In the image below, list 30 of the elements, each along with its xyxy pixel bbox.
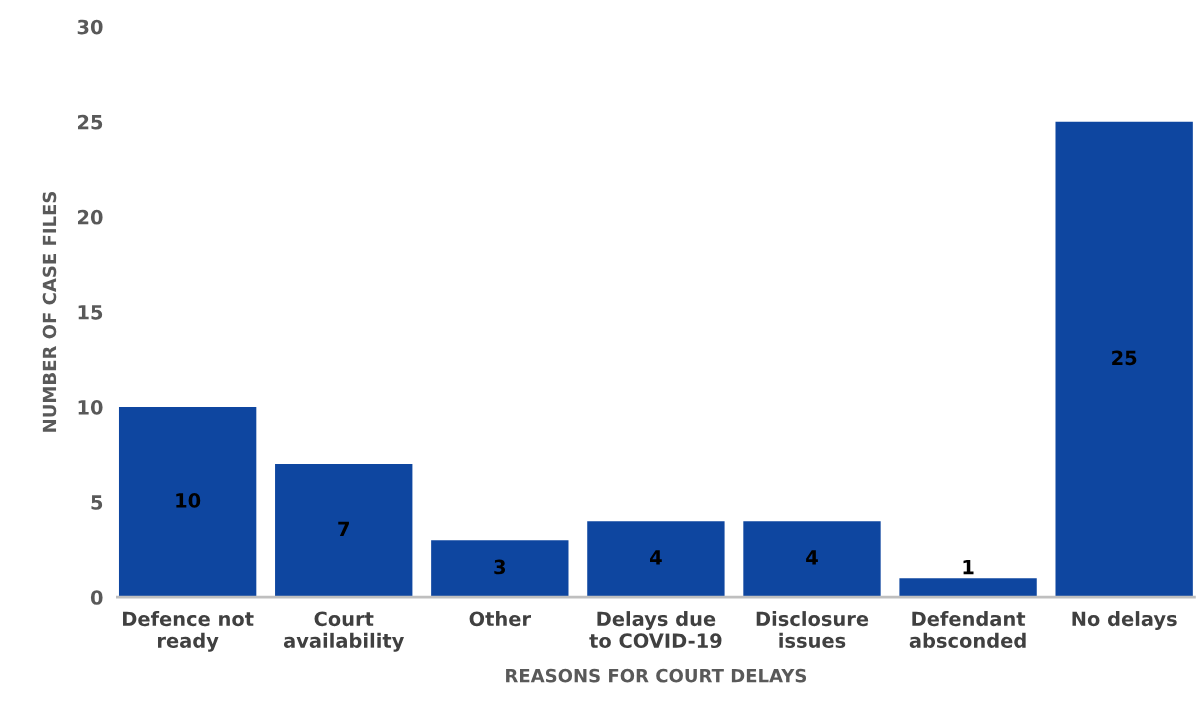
y-axis-title: NUMBER OF CASE FILES xyxy=(42,191,57,432)
bar xyxy=(1055,121,1193,598)
bar xyxy=(431,540,569,598)
data-label: 25 xyxy=(1112,350,1137,366)
y-tick-label: 30 xyxy=(77,19,103,35)
x-tick-label: Disclosure issues xyxy=(756,611,869,648)
data-label: 4 xyxy=(650,550,662,565)
y-tick-label: 15 xyxy=(78,305,103,320)
x-axis-title: REASONS FOR COURT DELAYS xyxy=(506,668,807,683)
bar xyxy=(743,521,881,598)
bar xyxy=(587,521,725,598)
data-label: 3 xyxy=(494,559,506,575)
x-tick-label: Delays due to COVID-19 xyxy=(589,611,722,649)
bar xyxy=(275,464,413,598)
x-tick-label: Court availability xyxy=(283,611,404,652)
data-label: 7 xyxy=(338,521,349,537)
y-tick-label: 20 xyxy=(77,209,103,225)
x-tick-label: No delays xyxy=(1072,611,1177,631)
x-tick-label: Defendant absconded xyxy=(909,611,1026,648)
data-label: 10 xyxy=(176,493,201,508)
y-tick-label: 5 xyxy=(91,495,103,510)
y-tick-label: 0 xyxy=(90,590,103,605)
y-tick-label: 10 xyxy=(78,400,103,415)
x-tick-label: Other xyxy=(469,611,531,627)
data-label: 4 xyxy=(806,550,818,565)
y-tick-label: 25 xyxy=(77,114,103,130)
bar xyxy=(899,578,1037,598)
data-label: 1 xyxy=(963,559,974,575)
bar xyxy=(118,407,257,598)
x-tick-label: Defence not ready xyxy=(123,611,254,652)
